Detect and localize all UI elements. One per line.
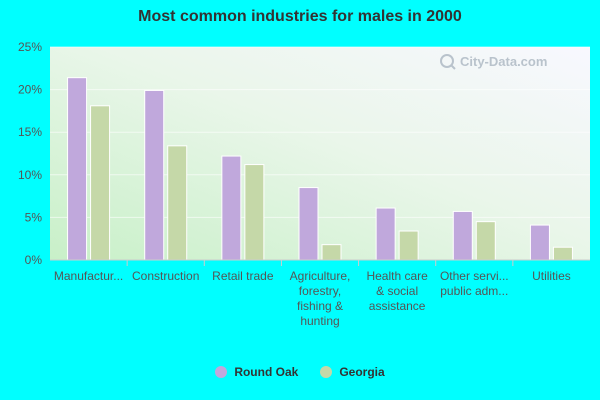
y-tick-label: 15% <box>18 125 42 139</box>
x-tick-label-line: Other servi... <box>440 269 509 283</box>
bar-georgia <box>398 230 419 261</box>
bar-round-oak <box>298 187 319 261</box>
chart-title: Most common industries for males in 2000 <box>138 8 462 25</box>
x-tick-label-line: forestry, <box>299 284 341 298</box>
bars <box>67 77 573 261</box>
bar-georgia <box>321 244 342 261</box>
y-tick-label: 5% <box>25 210 43 224</box>
x-tick-label-line: Retail trade <box>212 269 274 283</box>
bar-round-oak <box>452 210 473 261</box>
bar-round-oak <box>375 207 396 261</box>
plot-area <box>50 47 590 260</box>
x-tick-label-line: fishing & <box>297 299 343 313</box>
watermark-text: City-Data.com <box>460 54 547 69</box>
bar-round-oak <box>144 89 165 261</box>
grid-lines <box>50 46 590 218</box>
y-tick-label: 10% <box>18 168 42 182</box>
legend-label-round-oak: Round Oak <box>234 365 299 379</box>
legend-swatch-round-oak <box>215 366 228 378</box>
legend-item-georgia: Georgia <box>320 365 385 379</box>
bar-georgia <box>552 246 573 261</box>
y-tick-label: 20% <box>18 83 42 97</box>
x-tick-label: Utilities <box>532 269 571 283</box>
x-tick-label-line: Manufactur... <box>54 269 123 283</box>
x-tick-label-line: Agriculture, <box>290 269 351 283</box>
legend-label-georgia: Georgia <box>339 365 385 379</box>
x-tick-label-line: public adm... <box>440 284 508 298</box>
bar-georgia <box>90 105 111 261</box>
bar-round-oak <box>529 224 550 261</box>
bar-round-oak <box>221 155 242 261</box>
x-tick-label-line: Construction <box>132 269 199 283</box>
x-tick-label: Manufactur... <box>54 269 123 283</box>
legend: Round Oak Georgia <box>0 365 600 379</box>
x-tick-label: Retail trade <box>212 269 274 283</box>
x-tick-label-line: Utilities <box>532 269 571 283</box>
watermark-search-icon <box>440 54 454 68</box>
x-tick-label-line: hunting <box>300 314 339 328</box>
axes: 0% 5% 10% 15% 20% 25% Manufactur... Constructio… <box>18 40 590 328</box>
x-tick-label-line: assistance <box>369 299 426 313</box>
y-tick-label: 0% <box>25 253 43 267</box>
x-tick-label-line: Health care <box>366 269 428 283</box>
x-tick-label: Agriculture, forestry, fishing & hunting <box>290 269 351 328</box>
bar-georgia <box>167 145 188 261</box>
x-tick-label: Other servi... public adm... <box>440 269 509 298</box>
bar-georgia <box>244 164 265 261</box>
bar-round-oak <box>67 77 88 261</box>
watermark: City-Data.com <box>440 54 547 70</box>
y-tick-label: 25% <box>18 40 42 54</box>
x-tick-label: Health care & social assistance <box>366 269 428 313</box>
x-tick-label: Construction <box>132 269 199 283</box>
x-tick-label-line: & social <box>376 284 418 298</box>
legend-item-round-oak: Round Oak <box>215 365 298 379</box>
bar-georgia <box>475 221 496 261</box>
legend-swatch-georgia <box>320 366 333 378</box>
watermark-search-icon-handle <box>450 64 456 70</box>
